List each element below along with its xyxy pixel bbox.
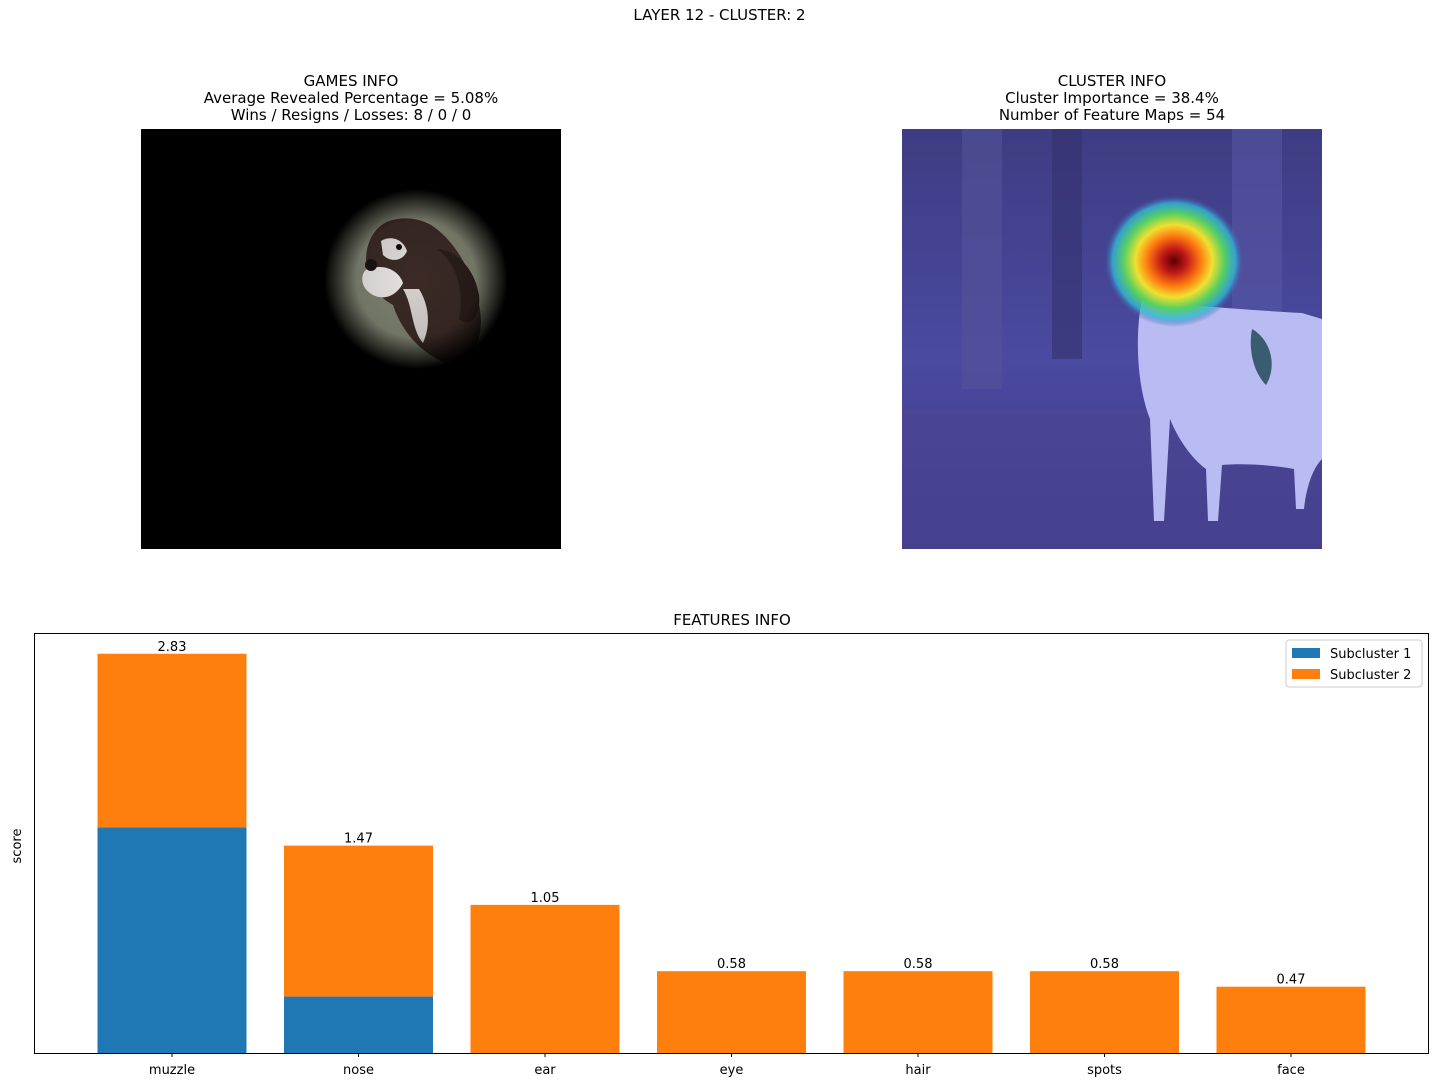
- wins-resigns-losses: Wins / Resigns / Losses: 8 / 0 / 0: [230, 106, 472, 124]
- bar-face-series-2: [1216, 986, 1366, 1053]
- feature-maps-count: Number of Feature Maps = 54: [998, 106, 1226, 124]
- legend-label-2: Subcluster 2: [1330, 668, 1411, 683]
- value-label-nose: 1.47: [344, 832, 373, 847]
- legend-swatch-1: [1292, 648, 1320, 658]
- chart-title: FEATURES INFO: [673, 611, 791, 629]
- games-info-title: GAMES INFO Average Revealed Percentage =…: [141, 73, 561, 124]
- cluster-info-title: CLUSTER INFO Cluster Importance = 38.4% …: [902, 73, 1322, 124]
- features-bar-chart: FEATURES INFO score 2.83 1.47 1.05 0.58 0.58…: [10, 611, 1429, 1078]
- bar-hair-series-2: [843, 971, 993, 1053]
- x-tick-label-muzzle: muzzle: [149, 1063, 195, 1078]
- legend-label-1: Subcluster 1: [1330, 647, 1411, 662]
- y-axis-label: score: [10, 829, 25, 864]
- value-label-hair: 0.58: [904, 957, 933, 972]
- value-label-spots: 0.58: [1090, 957, 1119, 972]
- games-info-heading: GAMES INFO: [303, 72, 399, 90]
- x-tick-label-hair: hair: [905, 1063, 931, 1078]
- legend: Subcluster 1 Subcluster 2: [1285, 639, 1423, 688]
- value-label-ear: 1.05: [531, 891, 560, 906]
- cluster-importance: Cluster Importance = 38.4%: [1005, 89, 1219, 107]
- value-label-eye: 0.58: [717, 957, 746, 972]
- bar-muzzle-series-1: [97, 827, 247, 1053]
- value-labels-group: 2.83 1.47 1.05 0.58 0.58 0.58 0.47: [158, 640, 1306, 988]
- x-tick-label-ear: ear: [534, 1063, 556, 1078]
- plot-frame: [34, 633, 1429, 1054]
- x-tick-label-nose: nose: [343, 1063, 374, 1078]
- bar-muzzle-series-2: [97, 653, 247, 828]
- x-ticks-group: muzzle nose ear eye hair spots face: [149, 1053, 1305, 1078]
- bars-group: [97, 653, 1366, 1053]
- bar-ear-series-2: [470, 904, 620, 1053]
- bar-spots-series-2: [1030, 971, 1179, 1053]
- x-tick-label-eye: eye: [720, 1063, 744, 1078]
- figure-title: LAYER 12 - CLUSTER: 2: [633, 6, 806, 24]
- bar-nose-series-2: [284, 845, 433, 997]
- value-label-face: 0.47: [1277, 973, 1306, 988]
- bar-eye-series-2: [657, 971, 806, 1053]
- revealed-percentage: Average Revealed Percentage = 5.08%: [203, 89, 499, 107]
- value-label-muzzle: 2.83: [158, 640, 187, 655]
- x-tick-label-face: face: [1277, 1063, 1305, 1078]
- legend-swatch-2: [1292, 669, 1320, 679]
- bar-nose-series-1: [284, 996, 433, 1053]
- cluster-info-heading: CLUSTER INFO: [1057, 72, 1167, 90]
- revealed-dog-image: [141, 129, 561, 549]
- x-tick-label-spots: spots: [1087, 1063, 1122, 1078]
- cluster-heatmap-image: [902, 129, 1322, 549]
